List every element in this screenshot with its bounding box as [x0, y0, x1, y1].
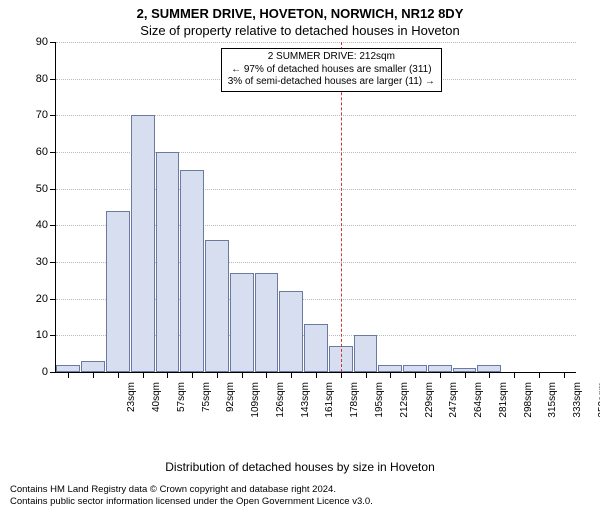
y-tick-label: 50 — [24, 183, 48, 195]
y-tick — [50, 372, 56, 373]
y-tick — [50, 299, 56, 300]
bar — [205, 240, 229, 372]
x-tick — [242, 372, 243, 378]
reference-line — [341, 42, 342, 372]
x-tick — [390, 372, 391, 378]
x-tick-label: 57sqm — [176, 382, 187, 442]
bar — [81, 361, 105, 372]
y-tick — [50, 335, 56, 336]
bar — [230, 273, 254, 372]
bar — [131, 115, 155, 372]
x-tick-label: 315sqm — [547, 382, 558, 442]
bar — [279, 291, 303, 372]
x-tick-label: 264sqm — [473, 382, 484, 442]
annotation-line-3: 3% of semi-detached houses are larger (1… — [228, 76, 435, 89]
x-tick-label: 23sqm — [126, 382, 137, 442]
x-tick — [192, 372, 193, 378]
x-tick — [415, 372, 416, 378]
x-tick-label: 298sqm — [523, 382, 534, 442]
x-tick — [341, 372, 342, 378]
footer-line-2: Contains public sector information licen… — [10, 496, 590, 508]
bar — [255, 273, 279, 372]
x-tick — [514, 372, 515, 378]
bar — [477, 365, 501, 372]
y-tick-label: 30 — [24, 256, 48, 268]
y-tick — [50, 225, 56, 226]
footer: Contains HM Land Registry data © Crown c… — [10, 484, 590, 508]
y-tick-label: 20 — [24, 293, 48, 305]
plot-area: 0102030405060708090 2 SUMMER DRIVE: 212s… — [55, 42, 576, 373]
annotation-line-2: ← 97% of detached houses are smaller (31… — [228, 64, 435, 77]
gridline — [56, 42, 576, 43]
x-tick — [291, 372, 292, 378]
bar — [180, 170, 204, 372]
y-tick — [50, 152, 56, 153]
x-tick-label: 75sqm — [201, 382, 212, 442]
y-tick-label: 40 — [24, 219, 48, 231]
y-tick — [50, 42, 56, 43]
x-tick — [564, 372, 565, 378]
y-tick-label: 80 — [24, 73, 48, 85]
x-axis-label: Distribution of detached houses by size … — [0, 460, 600, 474]
x-tick-label: 333sqm — [572, 382, 583, 442]
bar — [156, 152, 180, 372]
x-tick-label: 195sqm — [374, 382, 385, 442]
x-tick-label: 92sqm — [225, 382, 236, 442]
y-tick — [50, 262, 56, 263]
annotation-line-1: 2 SUMMER DRIVE: 212sqm — [228, 51, 435, 64]
x-tick — [366, 372, 367, 378]
x-tick — [316, 372, 317, 378]
x-tick — [489, 372, 490, 378]
y-tick-label: 90 — [24, 36, 48, 48]
x-tick-label: 178sqm — [349, 382, 360, 442]
x-tick — [266, 372, 267, 378]
bar — [403, 365, 427, 372]
bar — [304, 324, 328, 372]
x-tick-label: 109sqm — [250, 382, 261, 442]
y-tick — [50, 115, 56, 116]
x-tick-label: 281sqm — [498, 382, 509, 442]
x-tick-label: 126sqm — [275, 382, 286, 442]
bar — [56, 365, 80, 372]
bar — [428, 365, 452, 372]
x-tick — [68, 372, 69, 378]
x-tick-label: 212sqm — [399, 382, 410, 442]
x-tick — [143, 372, 144, 378]
x-tick — [167, 372, 168, 378]
x-tick-label: 143sqm — [300, 382, 311, 442]
x-tick-label: 247sqm — [448, 382, 459, 442]
page-title: 2, SUMMER DRIVE, HOVETON, NORWICH, NR12 … — [0, 6, 600, 21]
x-tick — [118, 372, 119, 378]
y-tick-label: 10 — [24, 329, 48, 341]
x-tick — [440, 372, 441, 378]
y-tick-label: 0 — [24, 366, 48, 378]
page-subtitle: Size of property relative to detached ho… — [0, 23, 600, 38]
x-tick-label: 161sqm — [324, 382, 335, 442]
footer-line-1: Contains HM Land Registry data © Crown c… — [10, 484, 590, 496]
bar — [378, 365, 402, 372]
y-tick-label: 60 — [24, 146, 48, 158]
annotation-box: 2 SUMMER DRIVE: 212sqm ← 97% of detached… — [221, 48, 442, 92]
y-tick-label: 70 — [24, 109, 48, 121]
x-tick-label: 40sqm — [151, 382, 162, 442]
chart: Number of detached properties 0102030405… — [55, 42, 575, 402]
x-tick-label: 229sqm — [424, 382, 435, 442]
y-tick — [50, 189, 56, 190]
bar — [354, 335, 378, 372]
x-tick — [465, 372, 466, 378]
x-tick — [217, 372, 218, 378]
y-tick — [50, 79, 56, 80]
x-tick — [539, 372, 540, 378]
x-tick — [93, 372, 94, 378]
y-axis-label-wrap: Number of detached properties — [8, 42, 20, 372]
bar — [106, 211, 130, 372]
